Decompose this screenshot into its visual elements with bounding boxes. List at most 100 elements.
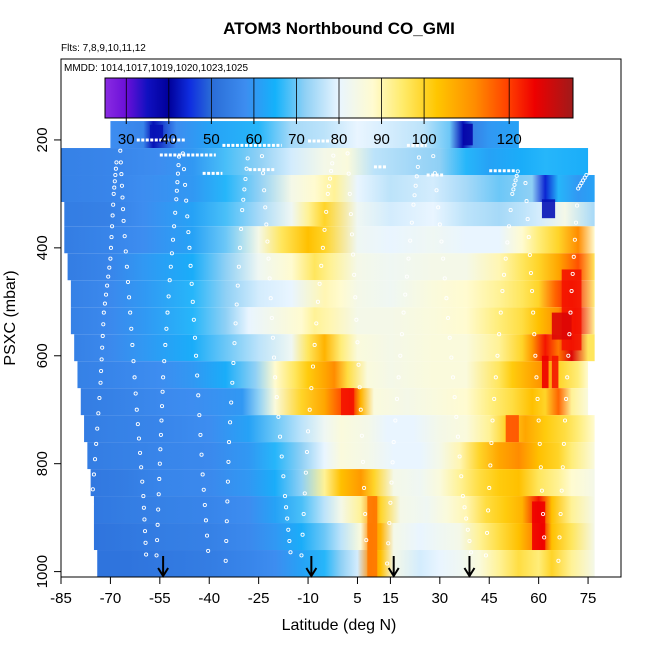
colorbar-tick-label: 30	[118, 131, 135, 148]
observation-point	[138, 450, 143, 455]
observation-point	[225, 479, 230, 484]
observation-point	[129, 326, 134, 331]
observation-point	[97, 395, 102, 401]
observation-point	[505, 240, 510, 245]
observation-point	[159, 418, 164, 423]
observation-point	[457, 454, 462, 459]
arrow-marker	[387, 556, 400, 578]
observation-point	[490, 418, 495, 423]
observation-point	[500, 288, 505, 294]
observation-point	[201, 487, 206, 492]
observation-point	[98, 380, 103, 385]
x-tick-label: 15	[382, 590, 399, 607]
observation-point	[88, 516, 93, 522]
observation-point	[236, 264, 241, 269]
observation-point	[162, 359, 167, 364]
x-tick-label: -55	[149, 590, 171, 607]
observation-point	[165, 310, 170, 315]
observation-point	[564, 396, 569, 401]
observation-point	[262, 188, 267, 193]
x-tick-label: 60	[530, 590, 547, 607]
heatmap-band	[90, 469, 595, 497]
observation-point	[136, 436, 142, 441]
observation-point	[353, 295, 358, 300]
observation-point	[286, 527, 291, 532]
observation-point	[347, 191, 352, 196]
observation-point	[125, 279, 131, 285]
observation-point	[108, 256, 113, 261]
observation-point	[573, 220, 579, 225]
observation-point	[493, 375, 498, 380]
observation-point	[130, 342, 135, 348]
observation-point	[492, 396, 497, 401]
arrow-marker	[157, 556, 169, 578]
observation-point	[387, 520, 392, 526]
observation-point	[460, 494, 465, 499]
observation-point	[158, 447, 163, 452]
observation-point	[176, 163, 181, 168]
heatmap-layer	[61, 121, 595, 577]
observation-point	[415, 164, 420, 169]
arrow-head	[305, 567, 318, 578]
heatmap-band	[64, 201, 595, 227]
observation-point	[364, 538, 369, 543]
observation-point	[325, 191, 330, 196]
observation-point	[301, 511, 306, 517]
observation-point	[488, 463, 493, 468]
observation-point	[279, 454, 284, 459]
observation-point	[237, 245, 243, 250]
arrow-marker	[463, 556, 476, 578]
observation-point	[223, 558, 228, 563]
observation-point	[142, 517, 147, 522]
observation-point	[356, 362, 361, 367]
observation-point	[95, 426, 100, 431]
observation-point	[288, 550, 293, 555]
observation-point	[203, 518, 208, 523]
observation-point	[408, 238, 413, 243]
observation-point	[348, 212, 353, 217]
observation-point	[181, 167, 187, 172]
observation-point	[118, 148, 123, 153]
observation-point	[359, 433, 364, 438]
observation-point	[523, 181, 528, 186]
observation-point	[512, 182, 517, 187]
observation-point	[110, 224, 115, 229]
observation-point	[315, 299, 320, 304]
observation-point	[391, 440, 396, 445]
x-tick-label: -85	[50, 590, 72, 607]
observation-point	[322, 227, 327, 232]
observation-point	[537, 441, 542, 446]
heatmap-band	[70, 307, 595, 335]
observation-point	[567, 332, 572, 337]
observation-point	[309, 386, 314, 391]
observation-point	[242, 187, 247, 192]
observation-point	[121, 218, 126, 223]
observation-point	[119, 172, 124, 177]
observation-point	[568, 310, 573, 315]
observation-point	[187, 245, 192, 250]
observation-point	[189, 281, 194, 286]
observation-point	[302, 491, 307, 496]
flights-note: Flts: 7,8,9,10,11,12	[61, 43, 146, 54]
observation-point	[134, 407, 139, 412]
observation-point	[525, 217, 530, 222]
observation-point	[446, 315, 451, 321]
observation-point	[175, 171, 180, 176]
observation-point	[360, 459, 366, 464]
observation-point	[531, 310, 536, 315]
observation-point	[191, 317, 196, 322]
observation-point	[225, 499, 230, 504]
observation-point	[224, 538, 229, 544]
observation-point	[326, 184, 331, 189]
heatmap-band	[80, 388, 589, 416]
observation-point	[538, 465, 543, 470]
observation-point	[114, 160, 119, 165]
observation-point	[120, 195, 125, 200]
observation-point	[86, 546, 91, 551]
observation-point	[127, 295, 132, 300]
observation-point	[186, 230, 191, 235]
colorbar-tick-label: 70	[288, 131, 305, 148]
observation-point	[160, 389, 165, 394]
observation-point	[99, 369, 104, 374]
observation-point	[111, 202, 116, 207]
